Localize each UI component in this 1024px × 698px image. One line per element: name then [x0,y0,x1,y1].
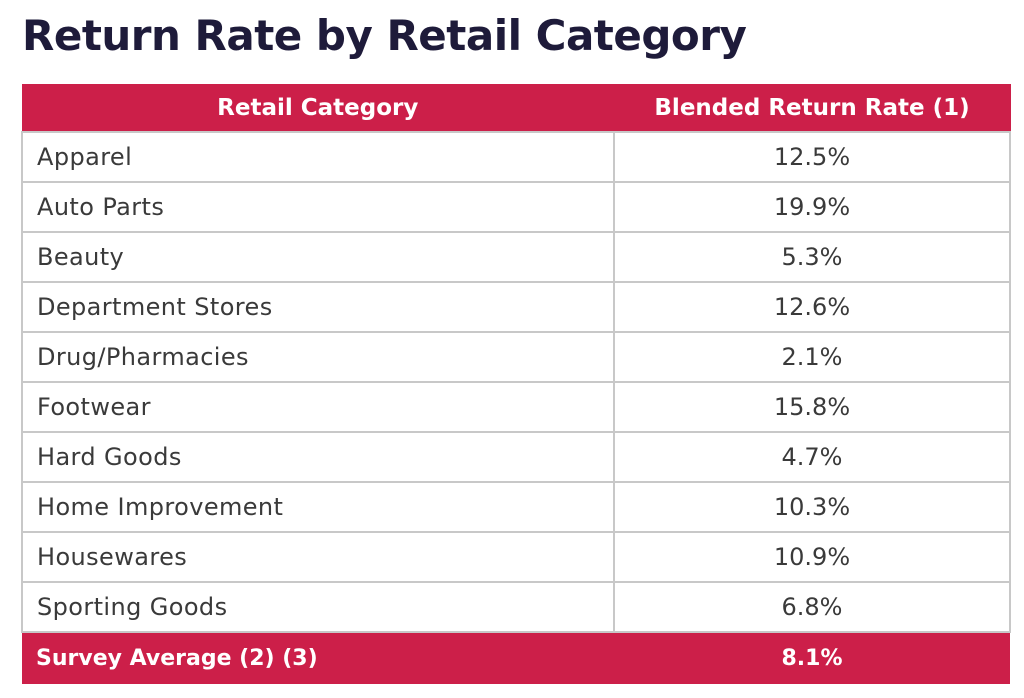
return-rate-cell: 6.8% [613,581,1011,633]
return-rate-cell: 12.5% [613,131,1011,183]
category-cell: Beauty [21,231,615,283]
column-header-return-rate: Blended Return Rate (1) [614,84,1011,132]
table-body: Apparel 12.5% Auto Parts 19.9% Beauty 5.3% Dep… [21,131,1011,633]
survey-average-label: Survey Average (2) (3) [22,631,614,684]
survey-average-value: 8.1% [614,631,1010,684]
table-footer: Survey Average (2) (3) 8.1% [22,631,1010,684]
category-cell: Department Stores [21,281,615,333]
category-cell: Home Improvement [21,481,615,533]
table-row: Housewares 10.9% [21,531,1011,583]
return-rate-cell: 19.9% [613,181,1011,233]
return-rate-cell: 12.6% [613,281,1011,333]
category-cell: Auto Parts [21,181,615,233]
header-row: Retail Category Blended Return Rate (1) [22,84,1011,132]
table-row: Department Stores 12.6% [21,281,1011,333]
return-rate-cell: 2.1% [613,331,1011,383]
category-cell: Housewares [21,531,615,583]
category-cell: Apparel [21,131,615,183]
table-row: Footwear 15.8% [21,381,1011,433]
return-rate-cell: 15.8% [613,381,1011,433]
column-header-category: Retail Category [22,84,615,132]
table-row: Drug/Pharmacies 2.1% [21,331,1011,383]
table-row: Hard Goods 4.7% [21,431,1011,483]
page-title: Return Rate by Retail Category [22,11,747,60]
table-row: Auto Parts 19.9% [21,181,1011,233]
table-row: Home Improvement 10.3% [21,481,1011,533]
return-rate-table: Retail Category Blended Return Rate (1) … [21,84,1011,684]
return-rate-cell: 5.3% [613,231,1011,283]
category-cell: Sporting Goods [21,581,615,633]
table-header: Retail Category Blended Return Rate (1) [22,84,1011,132]
return-rate-cell: 10.9% [613,531,1011,583]
category-cell: Hard Goods [21,431,615,483]
survey-average-row: Survey Average (2) (3) 8.1% [22,631,1010,684]
return-rate-cell: 4.7% [613,431,1011,483]
category-cell: Drug/Pharmacies [21,331,615,383]
table-row: Sporting Goods 6.8% [21,581,1011,633]
table-row: Beauty 5.3% [21,231,1011,283]
table-row: Apparel 12.5% [21,131,1011,183]
return-rate-cell: 10.3% [613,481,1011,533]
category-cell: Footwear [21,381,615,433]
